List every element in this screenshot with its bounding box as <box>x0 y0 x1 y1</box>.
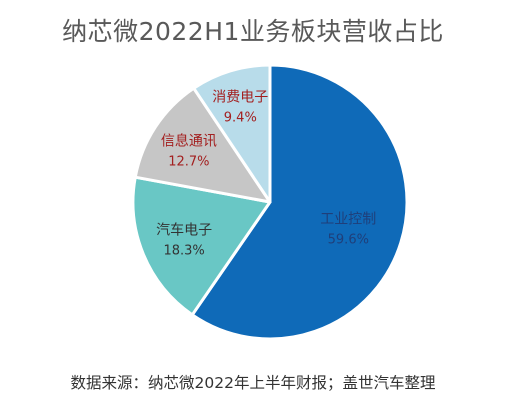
data-source-note: 数据来源：纳芯微2022年上半年财报；盖世汽车整理 <box>70 374 436 392</box>
slice-label-1: 工业控制 <box>320 211 376 227</box>
slice-label-2: 汽车电子 <box>156 222 212 239</box>
pie-slice-4 <box>192 63 272 204</box>
slice-label-4: 消费电子 <box>212 89 268 105</box>
pie-slice-1 <box>190 63 409 341</box>
pie-slices <box>131 63 409 341</box>
slice-value-2: 18.3% <box>163 244 204 259</box>
slice-value-4: 9.4% <box>224 110 257 125</box>
pie-slice-2 <box>131 175 272 317</box>
slice-label-3: 信息通讯 <box>161 133 217 150</box>
slice-value-1: 59.6% <box>328 232 369 247</box>
pie-slice-3 <box>133 86 272 204</box>
pie-labels: 工业控制 59.6% 汽车电子 18.3% 信息通讯 12.7% 消费电子 9.4% <box>156 89 376 258</box>
chart-title: 纳芯微2022H1业务板块营收占比 <box>62 17 444 46</box>
slice-value-3: 12.7% <box>168 155 209 170</box>
